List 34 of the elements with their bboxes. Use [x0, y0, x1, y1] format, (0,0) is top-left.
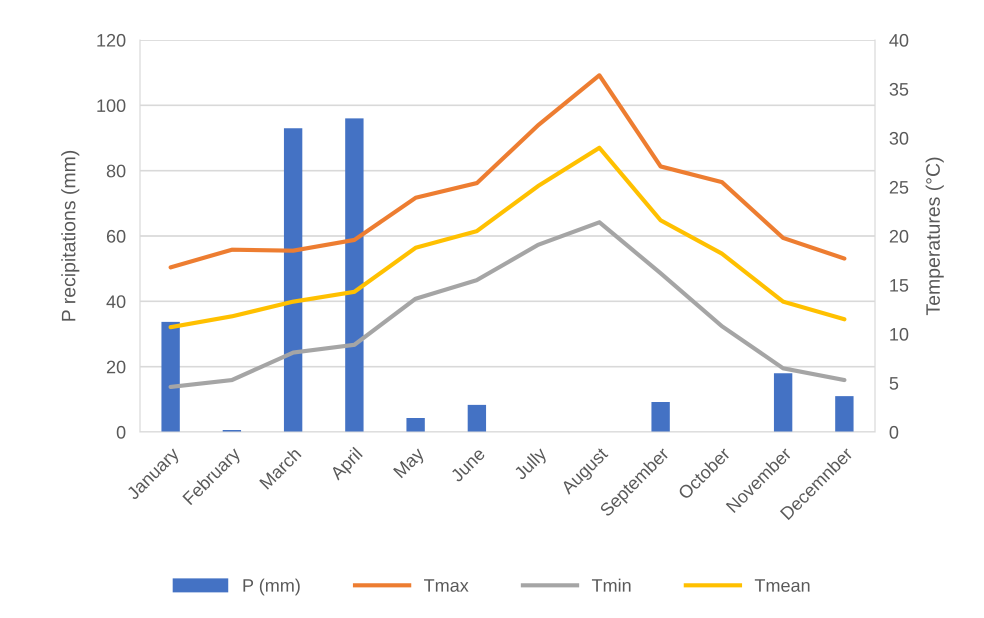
line-series	[168, 146, 846, 330]
y-tick-label: 20	[106, 360, 126, 374]
y2-tick-label: 20	[890, 230, 908, 243]
y-tick-label: 40	[106, 295, 126, 308]
y2-tick-label: 10	[890, 328, 908, 341]
bar	[651, 402, 670, 432]
bar	[284, 128, 302, 432]
y2-tick-label: 15	[890, 279, 908, 292]
y2-tick-label: 40	[889, 34, 908, 47]
bar	[161, 322, 180, 432]
y2-tick-label: 5	[890, 377, 898, 390]
y-tick-label: 80	[106, 164, 126, 178]
y-tick-label: 0	[116, 426, 126, 439]
y-tick-label: 100	[97, 99, 126, 112]
y-tick-label: 120	[97, 34, 126, 47]
y-axis-title: P recipitations (mm)	[61, 150, 80, 321]
y2-axis-title: Temperatures (°C)	[926, 158, 944, 316]
y-tick-label: 60	[106, 230, 126, 243]
y2-tick-label: 25	[890, 180, 908, 194]
y2-tick-label: 30	[890, 132, 908, 145]
legend-label: P (mm)	[243, 578, 300, 596]
y2-tick-label: 35	[890, 82, 908, 96]
bar	[835, 396, 854, 432]
legend-label: Tmin	[592, 578, 630, 592]
bar	[774, 373, 792, 432]
legend-label: Tmean	[754, 579, 810, 592]
bar	[345, 118, 364, 432]
x-tick-label: May	[393, 446, 428, 481]
bar	[468, 404, 486, 432]
y2-tick-label: 0	[890, 426, 898, 439]
line-series	[168, 220, 846, 390]
line-series	[168, 73, 846, 270]
bar	[406, 418, 425, 432]
legend-label: Tmax	[424, 579, 469, 592]
